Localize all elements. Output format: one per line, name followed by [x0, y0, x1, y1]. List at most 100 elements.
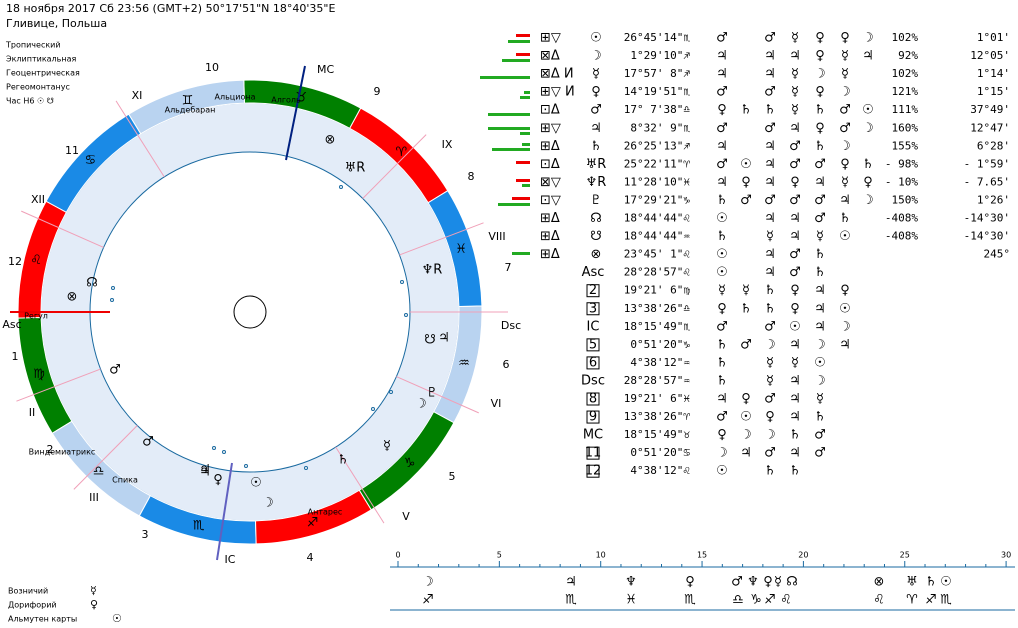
table-cell: 1°01' — [977, 31, 1010, 44]
planet-glyph: ♃ — [199, 463, 211, 478]
sign-glyph: ♋ — [85, 153, 97, 168]
table-cell: ♀ — [840, 31, 850, 46]
table-cell: - 7.65' — [964, 175, 1010, 188]
table-cell: ♂ — [814, 157, 826, 172]
table-cell: ☉ — [814, 355, 826, 370]
house-number: 11 — [65, 144, 79, 157]
table-cell: ♃ — [789, 337, 801, 352]
house-number: IX — [442, 138, 453, 151]
table-cell: ☽ — [814, 373, 826, 388]
table-cell: ☿ — [592, 67, 600, 82]
table-cell: ♃ — [716, 175, 728, 190]
table-cell: ☿ — [742, 283, 750, 298]
sign-glyph: ♌ — [30, 253, 42, 268]
planet-dot — [389, 390, 393, 394]
table-cell: ⊡Δ — [540, 157, 560, 172]
setting: Регеомонтанус — [6, 83, 70, 92]
table-cell: ♄ — [862, 157, 874, 172]
planet-dot — [244, 464, 248, 468]
table-cell: ⊞Δ — [540, 229, 560, 244]
table-cell: ☿ — [791, 67, 799, 82]
table-cell: ☽ — [814, 337, 826, 352]
table-cell: ♃ — [716, 67, 728, 82]
table-cell: ☽ — [764, 337, 776, 352]
house-number: II — [29, 406, 36, 419]
table-cell: ♄ — [814, 103, 826, 118]
planet-glyph: ⊗ — [325, 133, 336, 148]
table-cell: 0°51'20"♑ — [630, 338, 690, 351]
scale-sign: ♌ — [780, 593, 792, 608]
house-cusp — [115, 100, 165, 178]
table-cell: ☽ — [862, 121, 874, 136]
header-line2: Гливице, Польша — [6, 17, 107, 30]
table-cell: ♂ — [789, 139, 801, 154]
table-cell: ♀ — [717, 301, 727, 316]
table-cell: ♃ — [839, 337, 851, 352]
star-name: Альциона — [215, 93, 256, 102]
scale-sign: ♎ — [732, 593, 744, 608]
house-number: XII — [31, 193, 45, 206]
table-cell: ♃ — [764, 211, 776, 226]
table-cell: ⊞▽ И — [540, 85, 575, 100]
table-cell: 92% — [898, 49, 918, 62]
table-cell: ♄ — [716, 373, 728, 388]
house-number: 10 — [205, 61, 219, 74]
table-cell: 19°21' 6"♓ — [624, 392, 691, 405]
mc-line — [285, 65, 306, 161]
table-cell: ♃ — [789, 211, 801, 226]
sign-glyph: ♐ — [307, 515, 319, 530]
house-number: 12 — [8, 255, 22, 268]
scale-sign: ♏ — [940, 593, 952, 608]
table-cell: ☿ — [718, 283, 726, 298]
table-cell: ⊞▽ — [540, 31, 561, 46]
table-cell: 18°44'44"♒ — [624, 230, 691, 243]
table-cell: ♄ — [764, 301, 776, 316]
table-cell: ♀ — [591, 85, 601, 100]
footer-value: ☿ — [90, 584, 97, 597]
table-cell: 6 — [589, 355, 597, 370]
table-cell: - 10% — [885, 175, 918, 188]
scale-planet: ☿ — [774, 575, 782, 590]
scale-planet: ♂ — [731, 575, 743, 590]
table-cell: ♃ — [789, 373, 801, 388]
house-cusp — [399, 222, 484, 256]
star-name: Альдебаран — [165, 106, 216, 115]
table-cell: ♄ — [716, 193, 728, 208]
table-cell: ♃ — [764, 67, 776, 82]
table-cell: ♂ — [764, 193, 776, 208]
table-cell: ⊡Δ — [540, 103, 560, 118]
table-cell: 14°19'51"♏ — [624, 85, 691, 98]
table-cell: ☿ — [841, 175, 849, 190]
table-cell: ☉ — [740, 157, 752, 172]
planet-dot — [212, 446, 216, 450]
table-cell: ♀ — [741, 175, 751, 190]
planet-glyph: ♇ — [426, 386, 438, 401]
table-cell: ☿ — [766, 229, 774, 244]
table-cell: ♃ — [716, 139, 728, 154]
table-cell: 18°15'49"♏ — [624, 320, 691, 333]
table-cell: 28°28'57"♒ — [624, 374, 691, 387]
table-cell: 2 — [589, 283, 597, 298]
house-cusp — [335, 446, 385, 524]
sign-glyph: ♈ — [396, 145, 408, 160]
scale-planet: ⊗ — [874, 575, 885, 590]
table-cell: 155% — [892, 139, 919, 152]
setting: Эклиптикальная — [6, 55, 77, 64]
planet-glyph: ☽ — [262, 496, 274, 511]
table-cell: ⊠Δ И — [540, 67, 574, 82]
table-cell: ☽ — [862, 193, 874, 208]
table-cell: ♃ — [789, 410, 801, 425]
table-cell: ☽ — [862, 31, 874, 46]
footer-label: Альмутен карты — [8, 615, 77, 624]
table-cell: 25°22'11"♈ — [624, 157, 691, 170]
table-cell: ♂ — [764, 31, 776, 46]
table-cell: ♃ — [740, 446, 752, 461]
table-cell: 8°32' 9"♏ — [630, 121, 690, 134]
table-cell: ♃ — [590, 121, 602, 136]
table-cell: 5 — [589, 337, 597, 352]
sign-glyph: ♊ — [182, 94, 194, 109]
table-cell: - 1°59' — [964, 157, 1010, 170]
scale-label: 20 — [798, 551, 808, 560]
table-cell: ♂ — [716, 85, 728, 100]
table-cell: ☉ — [716, 211, 728, 226]
